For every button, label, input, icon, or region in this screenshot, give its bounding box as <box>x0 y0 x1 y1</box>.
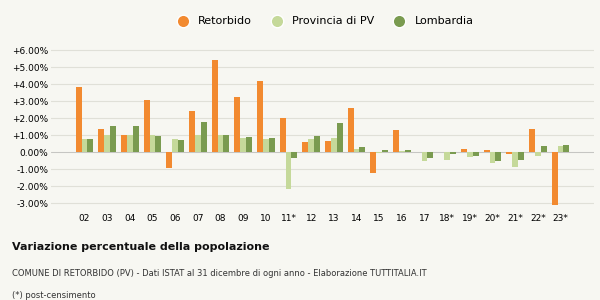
Bar <box>484 150 490 152</box>
Bar <box>127 135 133 152</box>
Bar <box>143 100 149 152</box>
Bar <box>370 152 376 173</box>
Bar <box>76 87 82 152</box>
Bar <box>240 138 246 152</box>
Bar <box>541 146 547 152</box>
Bar <box>331 138 337 152</box>
Bar <box>292 152 298 158</box>
Bar <box>223 135 229 152</box>
Bar <box>450 152 456 154</box>
Bar <box>399 151 405 152</box>
Text: (*) post-censimento: (*) post-censimento <box>12 291 95 300</box>
Bar <box>382 151 388 152</box>
Bar <box>535 152 541 156</box>
Bar <box>405 151 410 152</box>
Bar <box>359 147 365 152</box>
Bar <box>246 137 252 152</box>
Bar <box>506 152 512 154</box>
Bar <box>518 152 524 160</box>
Bar <box>444 152 450 160</box>
Bar <box>263 140 269 152</box>
Bar <box>308 140 314 152</box>
Bar <box>286 152 292 189</box>
Bar <box>172 139 178 152</box>
Bar <box>110 126 116 152</box>
Bar <box>529 129 535 152</box>
Bar <box>121 135 127 152</box>
Bar <box>325 141 331 152</box>
Bar <box>201 122 206 152</box>
Bar <box>422 152 427 161</box>
Bar <box>88 140 94 152</box>
Bar <box>98 129 104 152</box>
Bar <box>166 152 172 168</box>
Bar <box>347 108 353 152</box>
Bar <box>155 136 161 152</box>
Bar <box>235 97 240 152</box>
Bar <box>557 146 563 152</box>
Bar <box>280 118 286 152</box>
Bar <box>133 126 139 152</box>
Bar <box>178 140 184 152</box>
Bar <box>496 152 502 161</box>
Bar <box>512 152 518 166</box>
Bar <box>563 146 569 152</box>
Bar <box>195 135 201 152</box>
Bar <box>104 135 110 152</box>
Bar <box>269 138 275 152</box>
Legend: Retorbido, Provincia di PV, Lombardia: Retorbido, Provincia di PV, Lombardia <box>167 12 478 31</box>
Bar <box>337 123 343 152</box>
Bar <box>314 136 320 152</box>
Bar <box>189 111 195 152</box>
Bar <box>551 152 557 205</box>
Bar <box>212 60 218 152</box>
Bar <box>393 130 399 152</box>
Bar <box>257 81 263 152</box>
Bar <box>353 149 359 152</box>
Text: COMUNE DI RETORBIDO (PV) - Dati ISTAT al 31 dicembre di ogni anno - Elaborazione: COMUNE DI RETORBIDO (PV) - Dati ISTAT al… <box>12 268 427 278</box>
Bar <box>467 152 473 157</box>
Bar <box>461 149 467 152</box>
Bar <box>473 152 479 156</box>
Bar <box>427 152 433 158</box>
Bar <box>376 152 382 153</box>
Bar <box>302 142 308 152</box>
Bar <box>218 135 223 152</box>
Bar <box>82 139 88 152</box>
Text: Variazione percentuale della popolazione: Variazione percentuale della popolazione <box>12 242 269 251</box>
Bar <box>149 135 155 152</box>
Bar <box>490 152 496 163</box>
